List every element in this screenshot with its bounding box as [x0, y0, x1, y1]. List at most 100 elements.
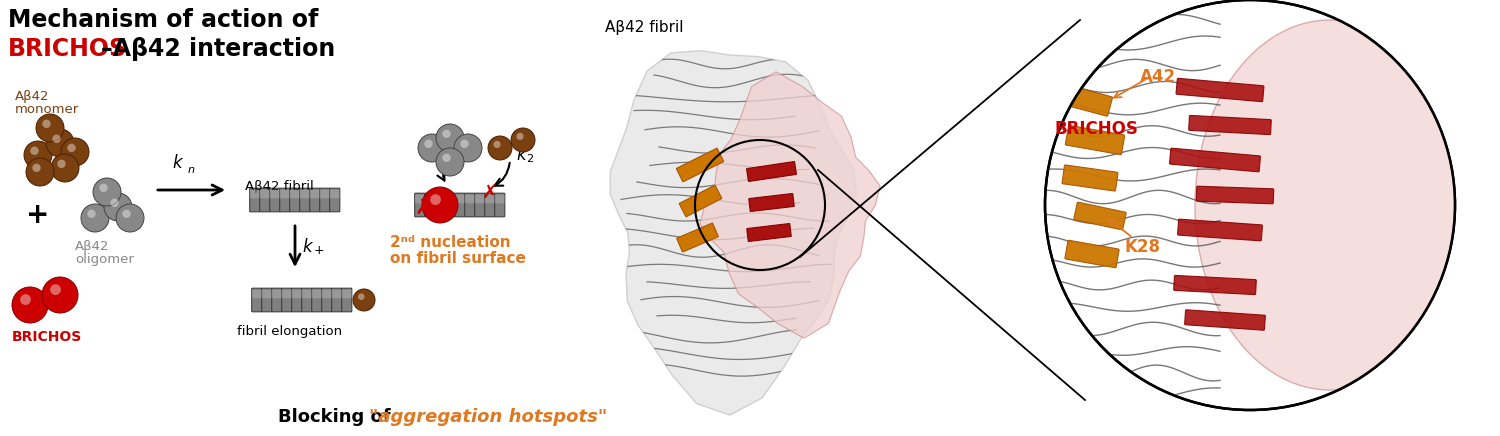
Text: Aβ42: Aβ42 — [75, 240, 109, 253]
FancyBboxPatch shape — [1065, 240, 1119, 268]
FancyBboxPatch shape — [454, 194, 465, 203]
FancyBboxPatch shape — [272, 290, 282, 298]
FancyBboxPatch shape — [252, 290, 261, 298]
Circle shape — [460, 140, 468, 148]
Text: Mechanism of action of: Mechanism of action of — [8, 8, 318, 32]
Text: $+$: $+$ — [314, 243, 324, 256]
Text: ✗: ✗ — [482, 184, 498, 202]
Text: $2$: $2$ — [526, 152, 534, 164]
FancyBboxPatch shape — [495, 194, 504, 203]
FancyBboxPatch shape — [454, 193, 465, 217]
FancyBboxPatch shape — [290, 188, 300, 212]
FancyBboxPatch shape — [474, 193, 484, 217]
FancyBboxPatch shape — [1065, 126, 1125, 155]
FancyBboxPatch shape — [282, 288, 292, 312]
FancyBboxPatch shape — [270, 188, 280, 212]
FancyBboxPatch shape — [312, 288, 322, 312]
Text: K28: K28 — [1125, 238, 1161, 256]
Text: "aggregation hotspots": "aggregation hotspots" — [369, 408, 608, 426]
Circle shape — [442, 129, 450, 138]
FancyBboxPatch shape — [435, 194, 444, 203]
Circle shape — [42, 119, 51, 128]
Circle shape — [512, 128, 536, 152]
FancyBboxPatch shape — [416, 194, 424, 203]
Circle shape — [430, 194, 441, 205]
Text: A42: A42 — [1140, 68, 1176, 86]
Circle shape — [99, 184, 108, 192]
FancyBboxPatch shape — [320, 190, 330, 198]
FancyBboxPatch shape — [282, 290, 291, 298]
FancyBboxPatch shape — [321, 288, 332, 312]
FancyBboxPatch shape — [261, 288, 272, 312]
Circle shape — [442, 153, 450, 162]
Circle shape — [42, 277, 78, 313]
FancyBboxPatch shape — [424, 193, 435, 217]
FancyBboxPatch shape — [495, 193, 506, 217]
Circle shape — [494, 141, 501, 148]
FancyBboxPatch shape — [330, 188, 340, 212]
Text: $n$: $n$ — [188, 165, 195, 175]
FancyBboxPatch shape — [476, 194, 484, 203]
FancyBboxPatch shape — [320, 188, 330, 212]
Text: Blocking of: Blocking of — [278, 408, 398, 426]
FancyBboxPatch shape — [676, 148, 723, 182]
Circle shape — [36, 114, 64, 142]
FancyBboxPatch shape — [1074, 202, 1126, 230]
Text: on fibril surface: on fibril surface — [390, 251, 526, 266]
FancyBboxPatch shape — [330, 190, 339, 198]
FancyBboxPatch shape — [1062, 165, 1118, 191]
FancyBboxPatch shape — [435, 193, 445, 217]
Text: –Aβ42 interaction: –Aβ42 interaction — [100, 37, 336, 61]
FancyBboxPatch shape — [332, 290, 342, 298]
FancyBboxPatch shape — [1176, 78, 1264, 102]
Text: oligomer: oligomer — [75, 253, 134, 266]
Circle shape — [358, 293, 364, 300]
Polygon shape — [700, 72, 880, 338]
Text: $\mathit{k}$: $\mathit{k}$ — [516, 146, 528, 164]
Text: BRICHOS: BRICHOS — [1054, 120, 1138, 138]
FancyBboxPatch shape — [446, 194, 454, 203]
FancyBboxPatch shape — [1170, 148, 1260, 172]
Circle shape — [352, 289, 375, 311]
Circle shape — [93, 178, 122, 206]
FancyBboxPatch shape — [280, 190, 290, 198]
Text: fibril elongation: fibril elongation — [237, 325, 342, 338]
Circle shape — [68, 143, 75, 152]
FancyBboxPatch shape — [260, 188, 270, 212]
FancyBboxPatch shape — [747, 162, 796, 181]
Text: $\mathit{k}$: $\mathit{k}$ — [172, 154, 184, 172]
Text: monomer: monomer — [15, 103, 80, 116]
Circle shape — [111, 199, 118, 207]
FancyBboxPatch shape — [465, 194, 474, 203]
FancyBboxPatch shape — [465, 193, 476, 217]
Circle shape — [50, 284, 62, 295]
Circle shape — [424, 140, 432, 148]
Circle shape — [123, 210, 130, 218]
Circle shape — [33, 164, 40, 172]
Circle shape — [24, 141, 52, 169]
Circle shape — [1046, 0, 1455, 410]
FancyBboxPatch shape — [252, 288, 262, 312]
Circle shape — [81, 204, 110, 232]
Text: Aβ42: Aβ42 — [15, 90, 50, 103]
FancyBboxPatch shape — [309, 188, 320, 212]
FancyBboxPatch shape — [680, 185, 722, 217]
FancyBboxPatch shape — [272, 288, 282, 312]
Circle shape — [46, 129, 74, 157]
Circle shape — [51, 154, 80, 182]
FancyBboxPatch shape — [1178, 219, 1263, 241]
FancyBboxPatch shape — [332, 288, 342, 312]
FancyBboxPatch shape — [1058, 84, 1113, 116]
Circle shape — [436, 124, 463, 152]
FancyBboxPatch shape — [292, 290, 302, 298]
Text: Aβ42 fibril: Aβ42 fibril — [244, 180, 314, 193]
Text: $\mathit{k}$: $\mathit{k}$ — [302, 238, 313, 256]
Circle shape — [87, 210, 96, 218]
Circle shape — [12, 287, 48, 323]
FancyBboxPatch shape — [262, 290, 272, 298]
Circle shape — [116, 204, 144, 232]
Circle shape — [516, 133, 524, 140]
FancyBboxPatch shape — [260, 190, 270, 198]
FancyBboxPatch shape — [270, 190, 279, 198]
Circle shape — [62, 138, 88, 166]
